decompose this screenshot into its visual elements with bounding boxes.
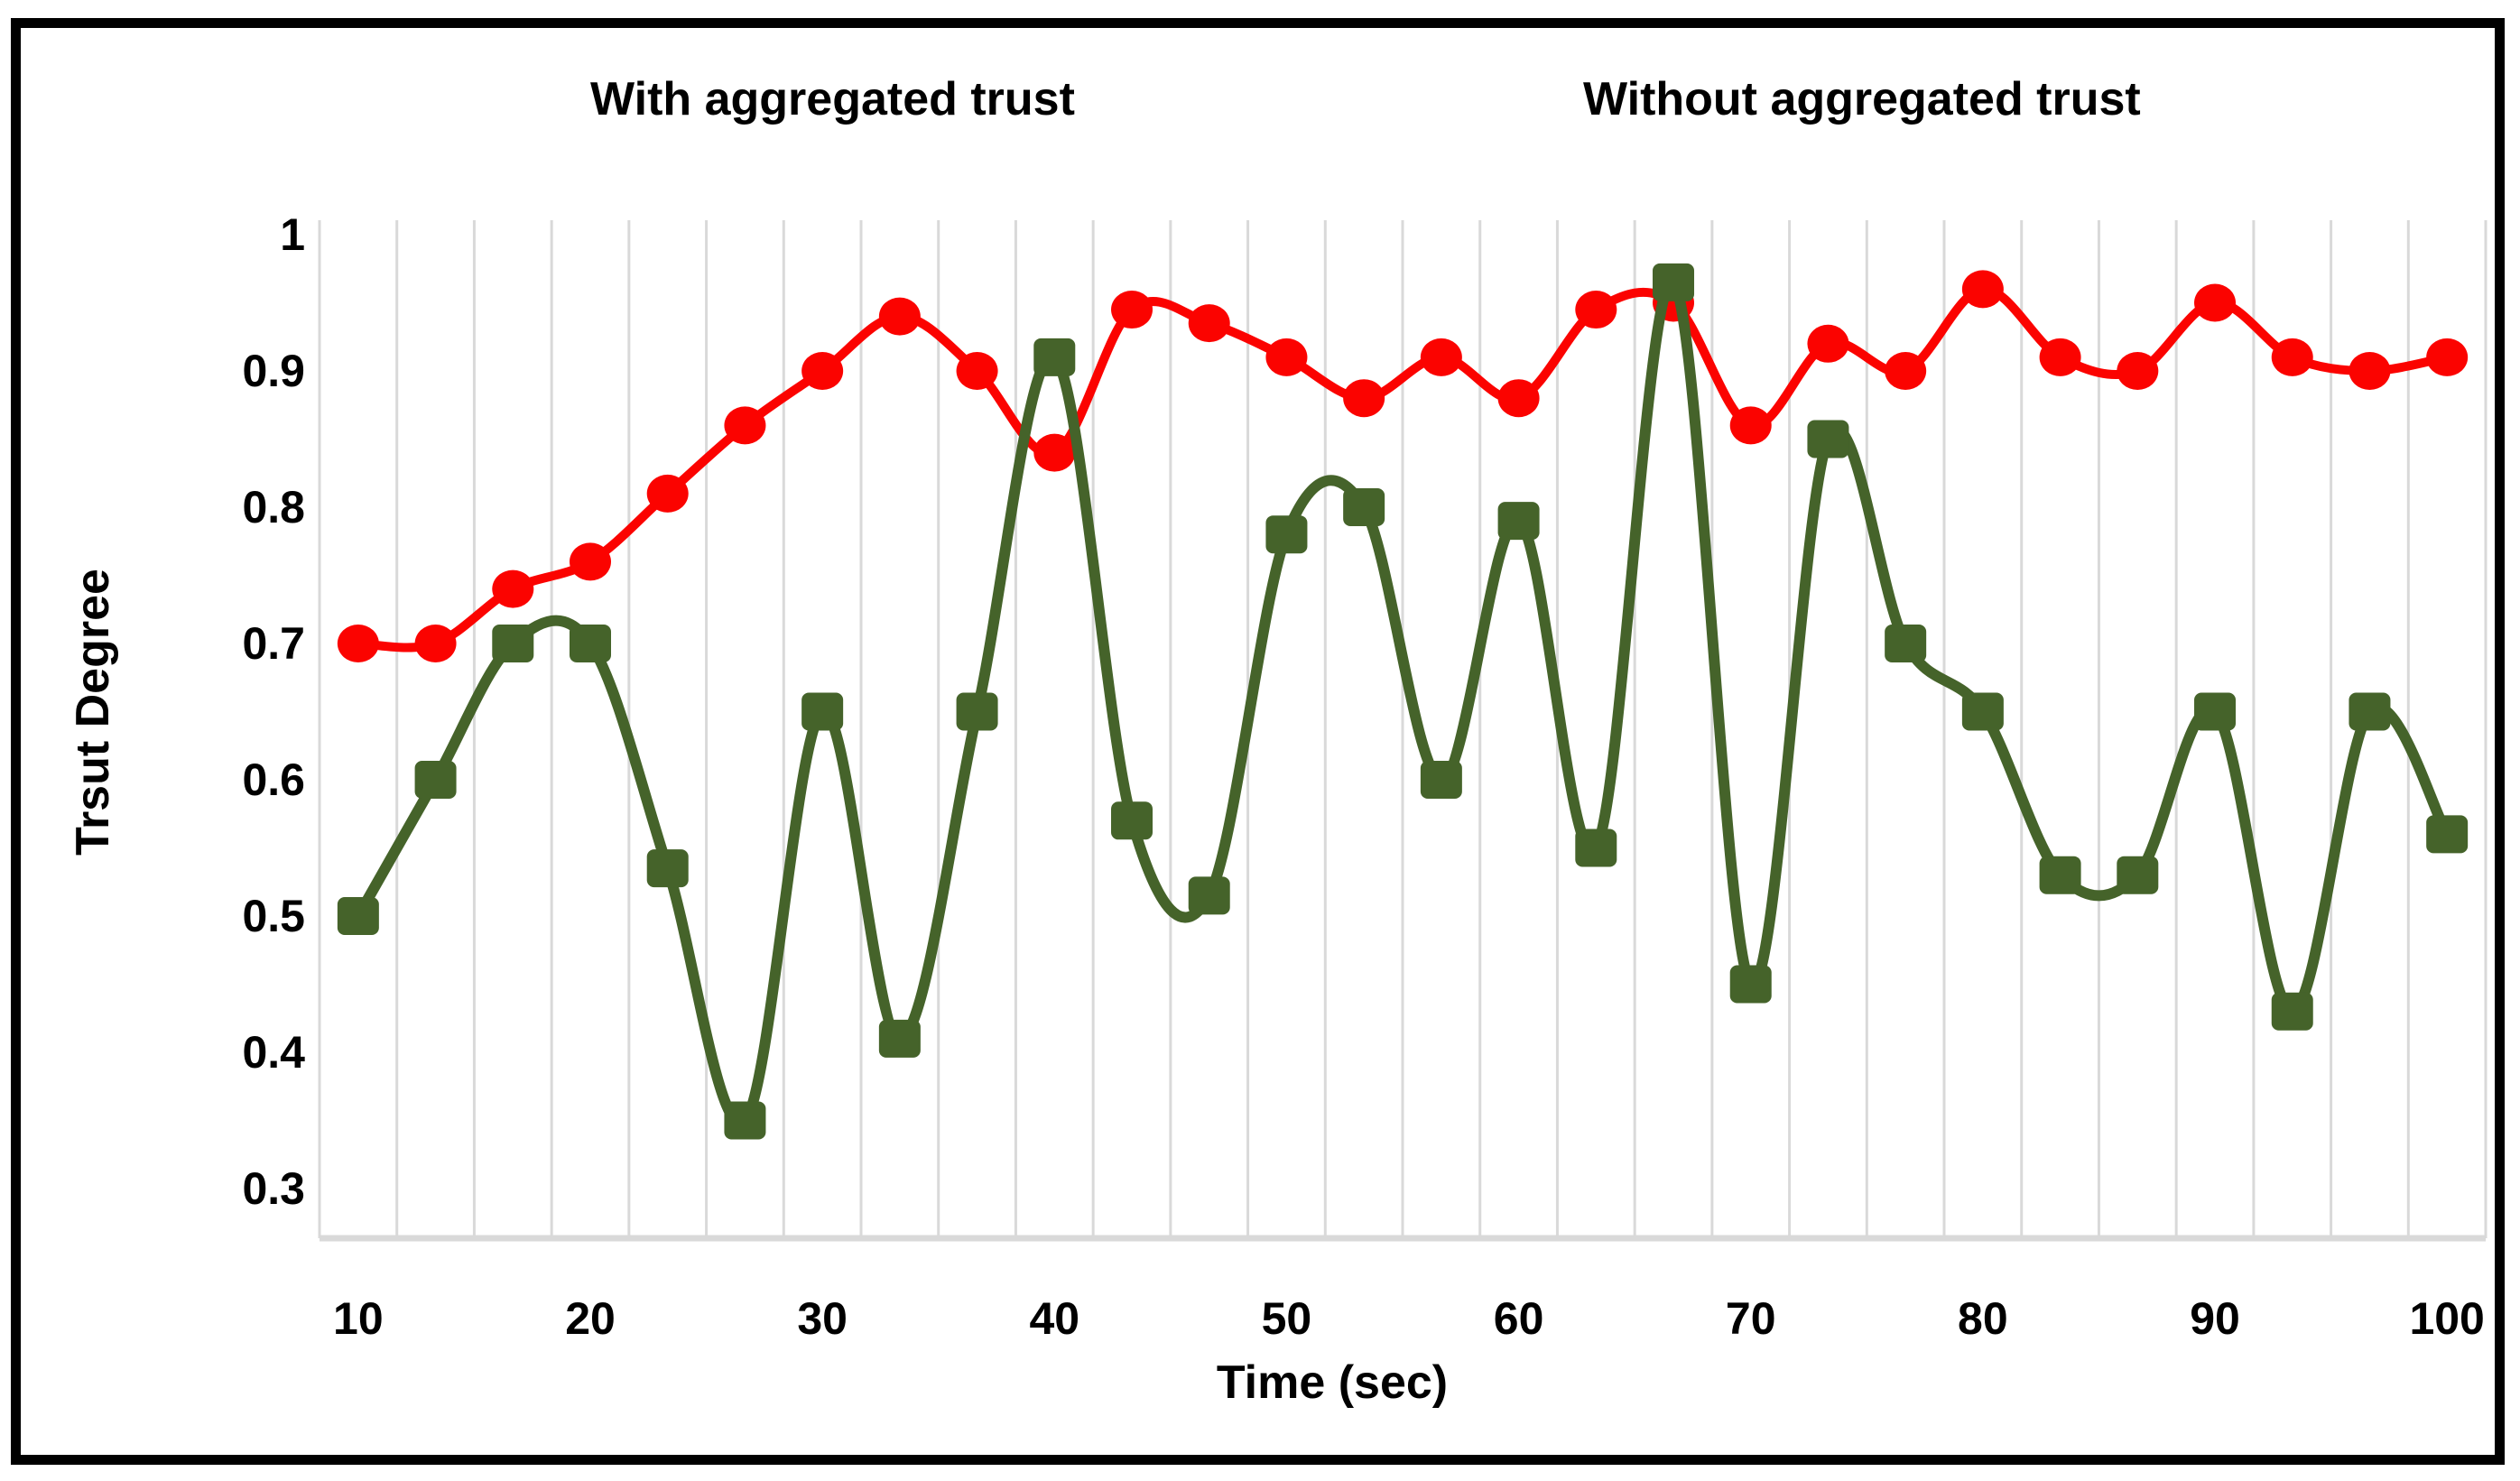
data-point-green-square [1343,488,1385,526]
data-point-red-circle [2194,283,2237,322]
legend-label-with-aggregated-trust: With aggregated trust [590,73,1075,125]
chart-border-frame [11,18,2505,1465]
data-point-red-circle [724,406,766,445]
x-tick-label: 60 [1494,1293,1544,1344]
data-point-green-square [570,625,612,662]
data-point-red-circle [956,352,998,390]
data-point-green-square [801,692,844,731]
data-point-red-circle [337,625,379,662]
data-point-red-circle [1265,338,1308,376]
data-point-red-circle [492,569,534,608]
data-point-green-square [1885,625,1927,662]
x-tick-label: 90 [2190,1293,2240,1344]
data-point-red-circle [1188,304,1230,343]
data-point-green-square [1961,692,2004,731]
data-point-green-square [724,1101,766,1140]
data-point-green-square [2117,856,2159,894]
x-tick-label: 30 [797,1293,848,1344]
legend-marker-red-circle-icon [440,74,583,125]
data-point-green-square [2271,992,2313,1031]
legend-item-with-aggregated-trust: With aggregated trust [440,74,1075,125]
data-point-green-square [2039,856,2081,894]
red-circle-marker-icon [487,75,536,124]
x-tick-label: 40 [1029,1293,1079,1344]
x-tick-label: 100 [2409,1293,2484,1344]
x-tick-label: 70 [1726,1293,1776,1344]
x-tick-label: 20 [565,1293,616,1344]
data-point-red-circle [1343,379,1385,418]
data-point-green-square [2194,692,2237,731]
data-point-green-square [1265,515,1308,554]
data-point-red-circle [801,352,844,390]
data-point-green-square [492,625,534,662]
data-point-green-square [337,897,379,935]
data-point-green-square [646,849,689,888]
data-point-red-circle [1420,338,1462,376]
data-point-red-circle [2349,352,2391,390]
data-point-green-square [1497,502,1540,541]
data-point-red-circle [1729,406,1772,445]
data-point-green-square [2426,815,2469,854]
y-tick-label: 0.3 [242,1163,305,1214]
data-point-green-square [1033,338,1076,376]
data-point-red-circle [1575,291,1617,329]
data-point-green-square [414,761,457,799]
data-point-red-circle [2271,338,2313,376]
data-point-red-circle [2117,352,2159,390]
data-point-green-square [1575,828,1617,867]
data-point-red-circle [1497,379,1540,418]
data-point-red-circle [2039,338,2081,376]
data-point-green-square [2349,692,2391,731]
data-point-green-square [1807,420,1849,458]
data-point-green-square [1729,965,1772,1004]
data-point-red-circle [1961,270,2004,309]
y-tick-label: 0.4 [242,1027,305,1078]
y-tick-label: 0.6 [242,754,305,805]
x-tick-label: 10 [333,1293,384,1344]
legend-item-without-aggregated-trust: Without aggregated trust [1433,74,2141,125]
data-point-red-circle [646,474,689,513]
data-point-red-circle [1033,433,1076,472]
legend-marker-green-square-icon [1433,74,1576,125]
data-point-green-square [956,692,998,731]
y-tick-label: 0.9 [242,346,305,396]
data-point-green-square [878,1019,921,1058]
y-axis-title: Trsut Degree [67,569,119,856]
y-tick-label: 0.8 [242,482,305,532]
x-tick-label: 50 [1262,1293,1312,1344]
data-point-red-circle [570,542,612,581]
y-tick-label: 0.7 [242,618,305,669]
green-square-marker-icon [1482,79,1527,120]
legend-label-without-aggregated-trust: Without aggregated trust [1583,73,2141,125]
data-point-green-square [1188,876,1230,915]
data-point-red-circle [2426,338,2469,376]
data-point-red-circle [1111,291,1153,329]
data-point-red-circle [878,297,921,336]
data-point-red-circle [1885,352,1927,390]
x-axis-title: Time (sec) [1216,1356,1449,1409]
data-point-green-square [1653,263,1695,301]
data-point-red-circle [1807,324,1849,363]
x-tick-label: 80 [1958,1293,2008,1344]
y-tick-label: 0.5 [242,891,305,941]
data-point-green-square [1111,801,1153,840]
data-point-red-circle [414,625,457,662]
data-point-green-square [1420,761,1462,799]
y-tick-label: 1 [280,209,305,260]
